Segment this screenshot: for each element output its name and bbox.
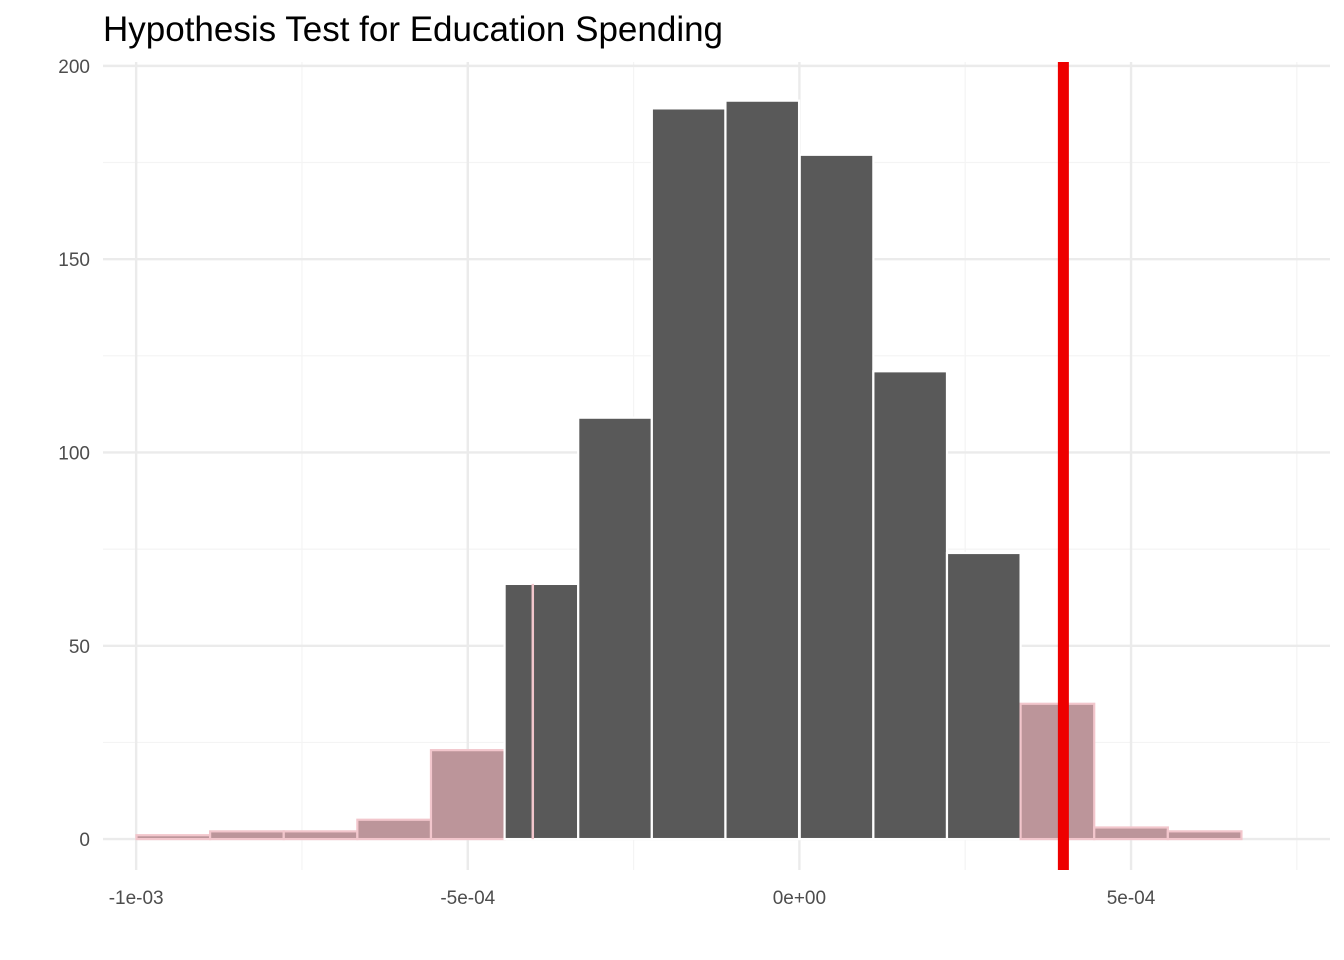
histogram-bar-shaded (356, 818, 433, 841)
histogram-bar-shaded (1093, 826, 1169, 841)
histogram-bar (650, 107, 727, 841)
y-tick-label: 150 (58, 250, 90, 271)
histogram-bar (945, 551, 1022, 841)
histogram-bar (503, 582, 580, 841)
y-axis: 0 50 100 150 200 (58, 57, 90, 851)
x-tick-label: 5e-04 (1107, 888, 1156, 909)
x-tick-label: -1e-03 (109, 888, 164, 909)
histogram-bar (872, 370, 949, 841)
histogram-bar-shaded (1019, 702, 1096, 841)
x-tick-label: 0e+00 (773, 888, 826, 909)
y-tick-label: 50 (69, 637, 90, 658)
y-tick-label: 200 (58, 57, 90, 78)
histogram-bar-shaded (209, 830, 285, 841)
histogram-bar (577, 416, 653, 841)
x-tick-label: -5e-04 (440, 888, 495, 909)
histogram-bar-shaded (1166, 830, 1243, 841)
bars-layer (135, 99, 1243, 841)
histogram-bar-shaded (429, 749, 506, 841)
chart-title: Hypothesis Test for Education Spending (103, 10, 723, 49)
histogram-bar (724, 99, 801, 841)
y-tick-label: 0 (79, 830, 90, 851)
histogram-bar (798, 153, 875, 841)
x-axis: -1e-03 -5e-04 0e+00 5e-04 (109, 888, 1156, 909)
y-tick-label: 100 (58, 443, 90, 464)
histogram-bar-shaded (282, 830, 359, 841)
histogram-bar-shaded (135, 834, 212, 841)
